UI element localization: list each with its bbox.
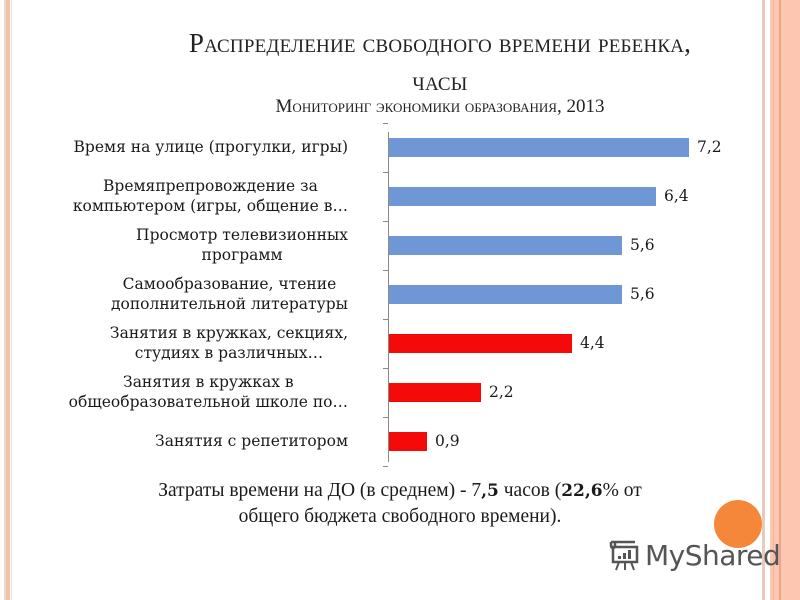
category-label: Занятия в кружках в общеобразовательной ш…: [69, 372, 348, 412]
category-label-line: Занятия в кружках, секциях,: [109, 324, 348, 342]
category-label-line: общеобразовательной школе по…: [68, 393, 348, 411]
category-label: Занятия с репетитором: [155, 431, 348, 451]
footer-line-1: Затраты времени на ДО (в среднем) - 7,5 …: [70, 478, 730, 504]
slide-title: Распределение свободного времени ребенка…: [100, 24, 780, 100]
left-decor-stripe: [4, 0, 6, 600]
category-label-line: дополнительной литературы: [110, 295, 348, 313]
category-label-line: Занятия с репетитором: [155, 432, 348, 450]
value-label: 5,6: [630, 285, 655, 303]
right-decor-panel: [770, 0, 800, 600]
category-label: Время на улице (прогулки, игры): [74, 137, 348, 157]
left-decor-stripe: [11, 0, 12, 600]
axis-tick: [383, 269, 388, 271]
myshared-watermark: MyShared: [607, 537, 781, 573]
right-decor-stripe: [773, 0, 774, 600]
bar: [389, 333, 572, 353]
category-label: Самообразование, чтение дополнительной ли…: [111, 274, 348, 314]
category-label-line: Время на улице (прогулки, игры): [73, 138, 348, 156]
presentation-board-icon: [609, 540, 639, 571]
bar: [389, 235, 622, 255]
category-label-line: Самообразование, чтение: [122, 275, 337, 293]
left-decor-stripe: [6, 0, 10, 600]
axis-tick: [383, 171, 388, 173]
value-label: 7,2: [697, 138, 722, 156]
value-label: 2,2: [489, 383, 514, 401]
category-label: Занятия в кружках, секциях, студиях в раз…: [110, 323, 348, 363]
bar: [389, 431, 427, 451]
category-label-line: программ: [201, 246, 283, 264]
footer-line-2: общего бюджета свободного времени).: [238, 506, 562, 527]
value-label: 6,4: [664, 187, 689, 205]
value-label: 5,6: [630, 236, 655, 254]
title-line-1: Распределение свободного времени ребенка…: [188, 28, 692, 58]
axis-tick: [383, 122, 388, 124]
axis-tick: [383, 220, 388, 222]
slide-subtitle: Мониторинг экономики образования, 2013: [275, 96, 605, 117]
category-label-line: Занятия в кружках в: [123, 373, 294, 391]
footer-summary: Затраты времени на ДО (в среднем) - 7,5 …: [70, 478, 730, 530]
category-label-line: компьютером (игры, общение в…: [72, 197, 348, 215]
right-decor-stripe: [779, 0, 781, 600]
watermark-text: MyShared: [645, 538, 781, 572]
category-label-line: Просмотр телевизионных: [136, 226, 348, 244]
bar: [389, 284, 622, 304]
value-label: 0,9: [435, 432, 460, 450]
axis-tick: [383, 367, 388, 369]
bar-chart: 7,2 Время на улице (прогулки, игры) 6,4 Вре…: [0, 122, 760, 470]
axis-tick: [383, 465, 388, 467]
category-label-line: студиях в различных…: [134, 344, 324, 362]
axis-tick: [383, 318, 388, 320]
category-label-line: Времяпрепровождение за: [103, 177, 318, 195]
footer-text: часов (: [498, 480, 562, 501]
decor-orange-circle: [714, 500, 762, 548]
right-decor-stripe: [762, 0, 765, 600]
bar: [389, 186, 656, 206]
y-axis-line: [388, 132, 389, 462]
footer-text: Затраты времени на ДО (в среднем) - 7: [158, 480, 482, 501]
axis-tick: [383, 416, 388, 418]
footer-text: % от: [602, 480, 642, 501]
footer-hours-value: ,5: [481, 481, 499, 501]
bar: [389, 382, 481, 402]
category-label: Времяпрепровождение за компьютером (игры,…: [73, 176, 348, 216]
value-label: 4,4: [580, 334, 605, 352]
category-label: Просмотр телевизионных программ: [136, 225, 348, 265]
title-line-2: часы: [412, 66, 468, 96]
bar: [389, 137, 689, 157]
footer-percent-value: 22,6: [561, 481, 603, 501]
